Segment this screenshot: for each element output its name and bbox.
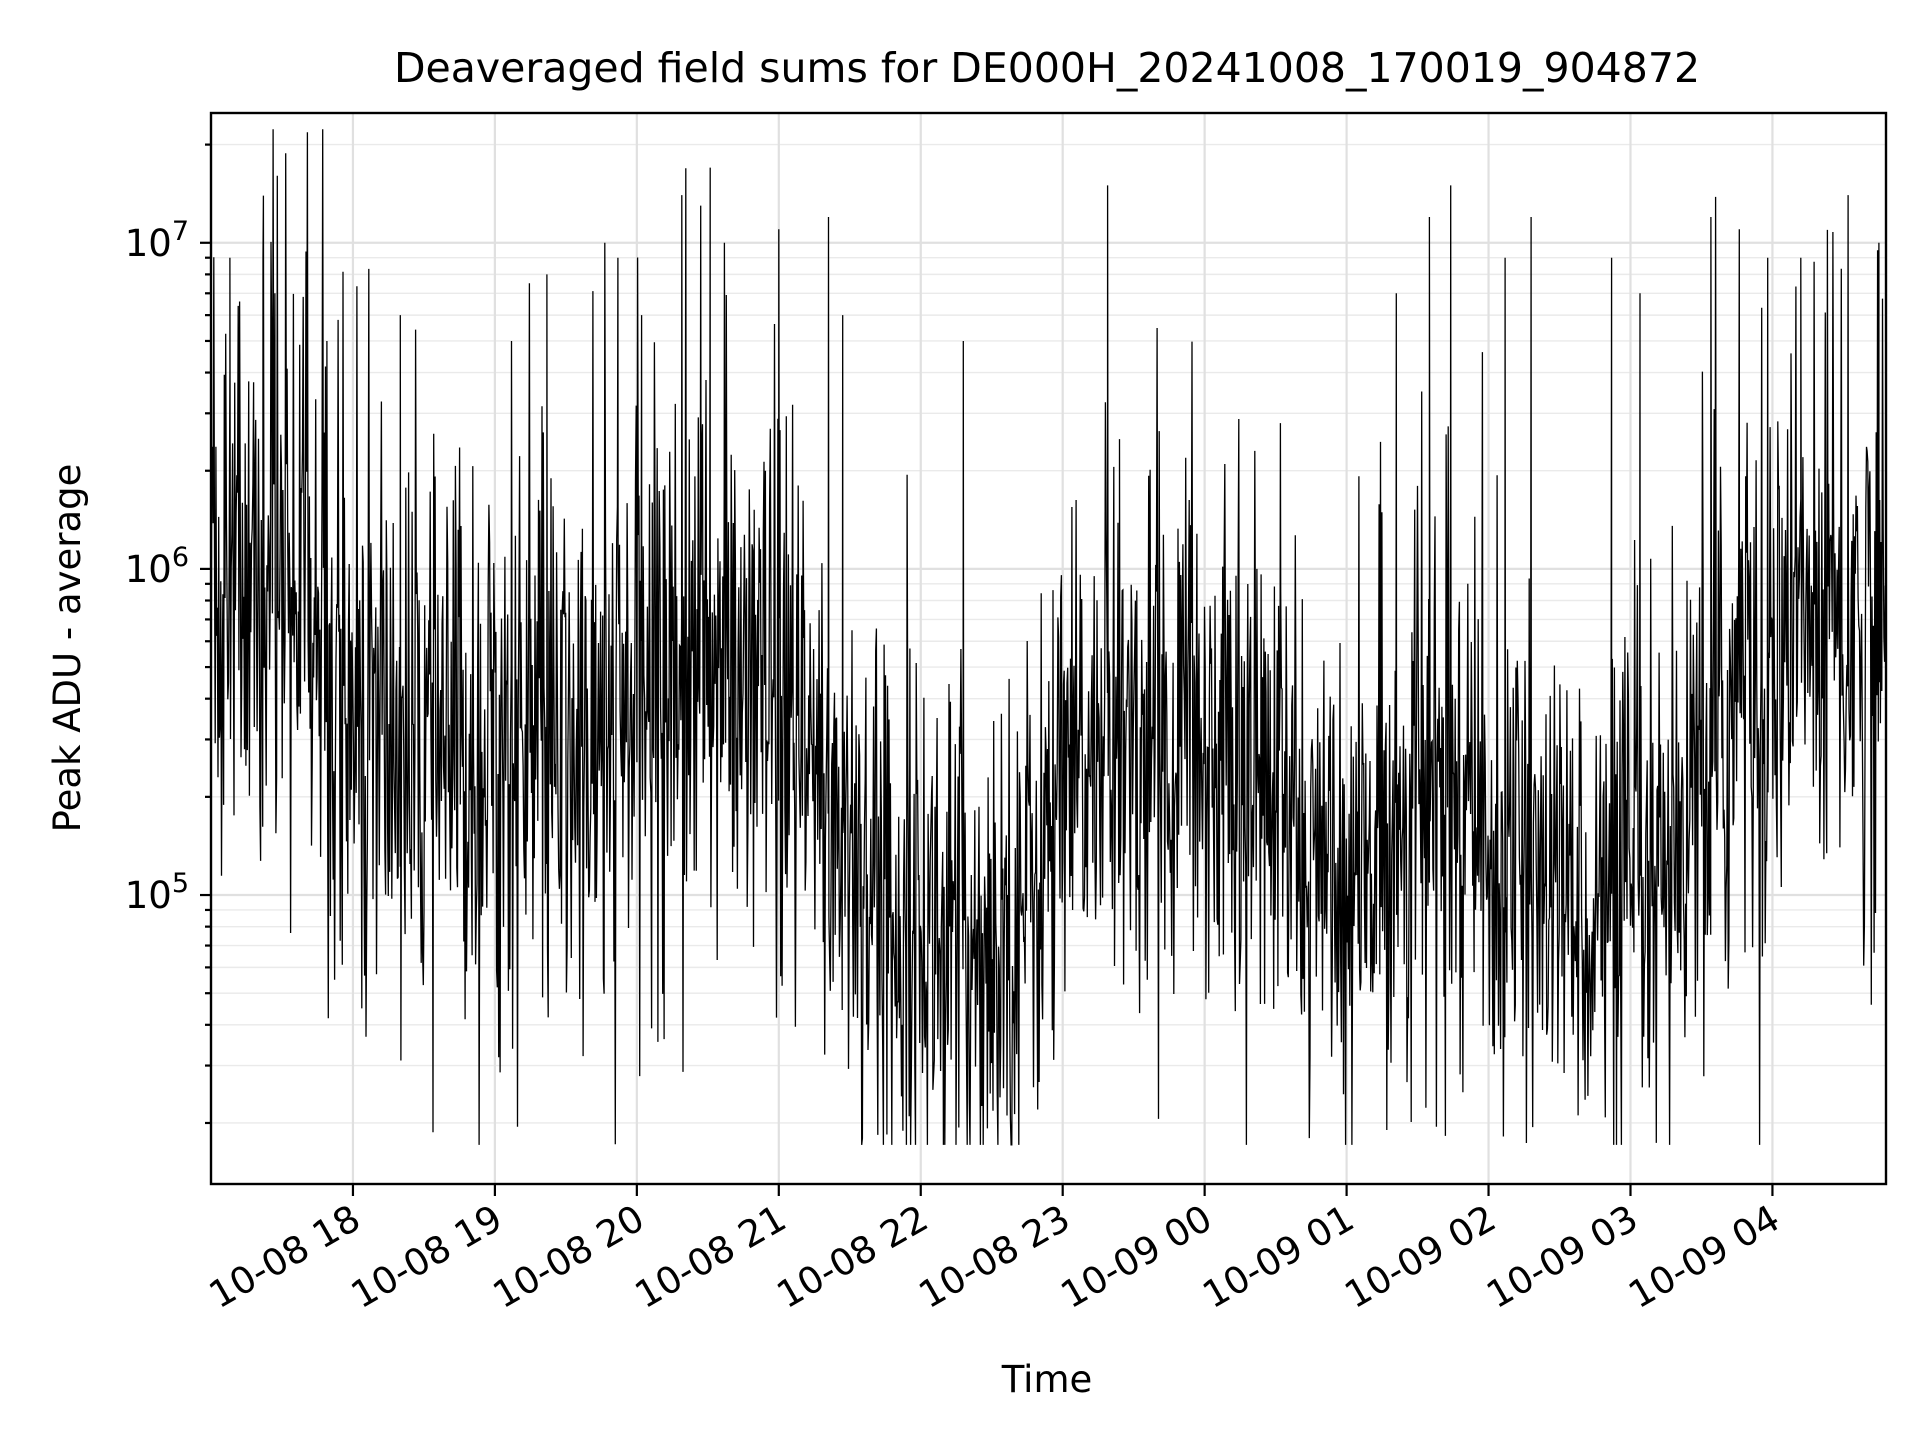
y-tick-label-base: 10 [125, 548, 172, 591]
y-tick-label-base: 10 [125, 222, 172, 265]
y-tick-label: 105 [125, 868, 189, 917]
y-tick-label-exponent: 5 [172, 868, 189, 899]
y-tick-label: 106 [125, 542, 189, 591]
y-tick-label: 107 [125, 216, 189, 265]
series-line [210, 129, 1887, 1146]
plot-frame [209, 111, 1888, 1186]
y-tick-label-exponent: 7 [172, 216, 189, 247]
y-tick-label-base: 10 [125, 874, 172, 917]
plot-area [210, 129, 1887, 1146]
y-axis-label: Peak ADU - average [46, 464, 89, 833]
y-tick-label-exponent: 6 [172, 542, 189, 573]
x-axis-label: Time [1001, 1358, 1093, 1401]
chart-title: Deaveraged field sums for DE000H_2024100… [394, 44, 1700, 92]
